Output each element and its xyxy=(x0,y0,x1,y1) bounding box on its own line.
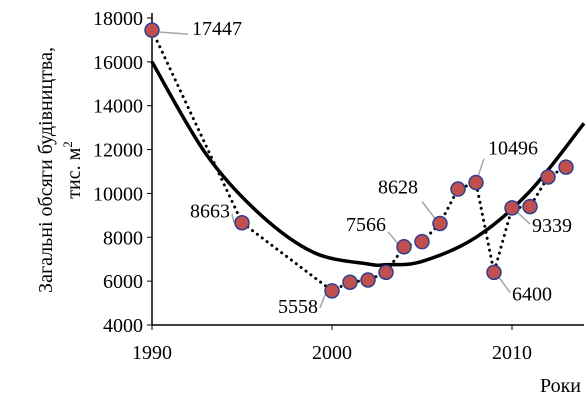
annotation-leader xyxy=(159,31,189,35)
data-label: 7566 xyxy=(346,214,386,236)
tick-labels: 4000 6000 8000 10000 12000 14000 16000 18000 199… xyxy=(93,8,532,364)
data-point xyxy=(360,272,376,288)
data-label: 10496 xyxy=(488,138,538,160)
data-label: 17447 xyxy=(192,18,242,40)
y-axis-label-unit: тис. м xyxy=(63,147,85,198)
data-point xyxy=(486,264,502,281)
dotted-connector xyxy=(150,28,568,293)
data-label: 8663 xyxy=(190,201,230,223)
annotation-leader xyxy=(517,212,531,225)
annotation-leader xyxy=(319,294,326,309)
data-points xyxy=(144,22,574,299)
y-tick-label: 6000 xyxy=(103,271,143,293)
data-label: 9339 xyxy=(532,215,572,237)
x-tick-label: 2000 xyxy=(312,342,352,364)
y-tick-label: 12000 xyxy=(93,140,143,162)
data-point xyxy=(468,174,484,191)
data-point xyxy=(558,159,574,175)
data-point xyxy=(522,198,538,215)
data-point xyxy=(540,169,556,185)
data-point xyxy=(396,239,412,255)
data-label: 6400 xyxy=(512,283,552,305)
data-label: 8628 xyxy=(378,177,418,199)
data-point xyxy=(234,214,250,231)
y-tick-label: 4000 xyxy=(103,315,143,337)
x-tick-label: 2010 xyxy=(492,342,532,364)
annotation-leader xyxy=(231,213,235,223)
data-label: 5558 xyxy=(278,296,318,318)
data-point xyxy=(450,181,466,197)
y-tick-label: 8000 xyxy=(103,227,143,249)
data-point xyxy=(432,215,448,232)
x-axis-label: Роки xyxy=(540,375,581,397)
series-dotted-line xyxy=(150,28,568,293)
data-labels: 17447 8663 5558 7566 8628 10496 6400 9339 xyxy=(190,18,572,318)
x-tick-label: 1990 xyxy=(132,342,172,364)
data-point xyxy=(324,283,340,299)
y-tick-label: 18000 xyxy=(93,8,143,30)
data-point xyxy=(342,274,358,290)
annotation-leaders xyxy=(159,31,531,309)
data-point xyxy=(504,200,520,216)
data-point xyxy=(144,22,160,38)
y-tick-label: 16000 xyxy=(93,52,143,74)
y-tick-label: 14000 xyxy=(93,96,143,118)
annotation-leader xyxy=(477,158,485,177)
data-point xyxy=(414,233,430,250)
y-axis-label-line2: тис. м2 xyxy=(60,141,85,198)
annotation-leader xyxy=(421,201,436,219)
y-tick-label: 10000 xyxy=(93,183,143,205)
annotation-leader xyxy=(498,276,511,293)
annotation-leader xyxy=(387,231,399,245)
data-point xyxy=(378,264,394,281)
y-axis-label-line1: Загальні обсяги будівництва, xyxy=(35,47,57,293)
y-axis-label-superscript: 2 xyxy=(60,141,75,148)
